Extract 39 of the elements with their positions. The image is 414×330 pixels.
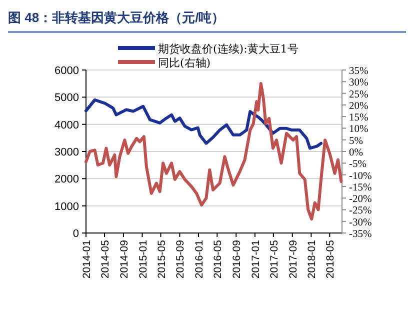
- y-tick-label: 3000: [54, 146, 79, 158]
- y-tick-label: 2000: [54, 174, 79, 186]
- x-tick-label: 2015-09: [174, 240, 187, 279]
- y2-tick-label: 30%: [349, 78, 368, 89]
- y2-tick-label: 5%: [349, 136, 364, 147]
- x-tick-label: 2017-01: [250, 240, 262, 279]
- y-tick-label: 4000: [54, 119, 79, 132]
- x-tick-label: 2014-01: [81, 240, 93, 279]
- x-tick-label: 2017-09: [287, 240, 300, 279]
- y-tick-label: 0: [72, 228, 79, 240]
- y2-tick-label: 10%: [349, 124, 368, 136]
- y2-tick-label: 0%: [349, 148, 364, 158]
- x-tick-label: 2017-05: [268, 240, 280, 279]
- legend-label: 同比(右轴): [158, 56, 211, 70]
- x-tick-label: 2016-05: [212, 240, 224, 279]
- y2-tick-label: -35%: [349, 229, 372, 240]
- y-tick-label: 1000: [54, 200, 79, 213]
- legend-label: 期货收盘价(连续):黄大豆1号: [158, 42, 298, 56]
- y-tick-label: 5000: [54, 92, 79, 104]
- x-tick-label: 2016-01: [194, 240, 206, 279]
- y2-tick-label: -25%: [349, 206, 372, 217]
- chart-title: 图 48：非转基因黄大豆价格（元/吨）: [8, 10, 225, 25]
- y2-tick-label: -20%: [349, 194, 372, 206]
- x-tick-label: 2015-01: [137, 240, 150, 279]
- x-tick-label: 2018-01: [306, 240, 318, 279]
- y2-tick-label: 35%: [349, 66, 368, 77]
- x-tick-label: 2018-05: [324, 240, 337, 279]
- x-tick-label: 2016-09: [231, 240, 244, 279]
- x-tick-label: 2014-05: [99, 240, 112, 279]
- y2-tick-label: -15%: [349, 182, 372, 194]
- x-tick-label: 2014-09: [118, 240, 130, 279]
- y2-tick-label: 20%: [349, 100, 368, 112]
- x-tick-label: 2015-05: [156, 240, 168, 279]
- y2-tick-label: 15%: [349, 112, 368, 124]
- y2-tick-label: 25%: [349, 89, 368, 100]
- y2-tick-label: -10%: [349, 170, 372, 182]
- y2-tick-label: -5%: [349, 159, 367, 170]
- y-tick-label: 6000: [54, 65, 79, 77]
- y2-tick-label: -30%: [349, 217, 372, 228]
